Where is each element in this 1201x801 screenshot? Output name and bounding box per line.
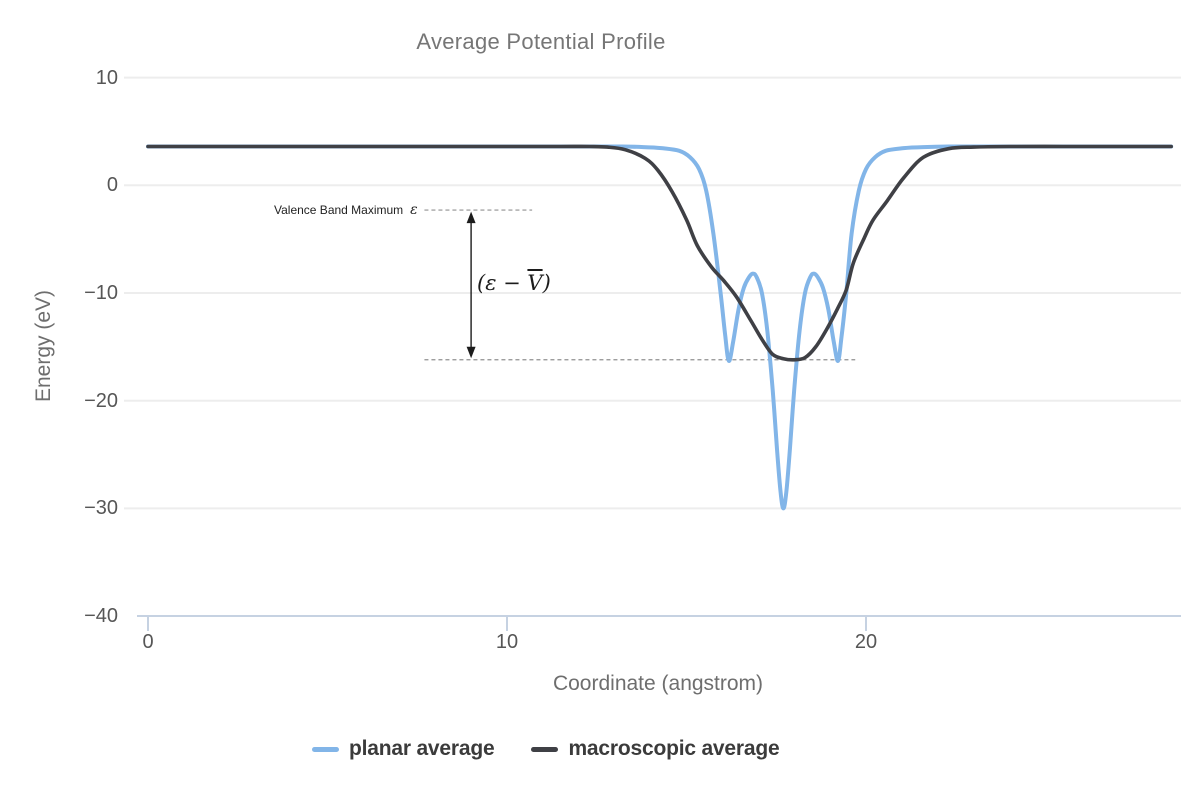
y-tick-label--10: −10 bbox=[84, 282, 118, 304]
gap-label-suffix: ) bbox=[542, 271, 551, 295]
legend-item-macroscopic-average[interactable]: macroscopic average bbox=[531, 737, 780, 761]
valence-band-maximum-annotation: Valence Band Maximum ε bbox=[274, 201, 418, 219]
y-tick-label-10: 10 bbox=[95, 66, 118, 89]
gap-arrow-head-up bbox=[466, 211, 476, 224]
gap-arrow-head-down bbox=[466, 346, 476, 359]
planar-average-line-swatch bbox=[312, 746, 339, 752]
vbm-annotation-text: Valence Band Maximum bbox=[274, 203, 404, 217]
gap-label-prefix: (ε − bbox=[477, 271, 528, 295]
chart-title: Average Potential Profile bbox=[416, 29, 666, 54]
x-tick-label-0: 0 bbox=[142, 631, 154, 653]
legend-label-planar-average: planar average bbox=[349, 737, 495, 760]
y-tick-label--30: −30 bbox=[84, 497, 118, 520]
x-tick-label-20: 20 bbox=[854, 631, 878, 653]
energy-gap-annotation: (ε − V) bbox=[477, 271, 551, 295]
epsilon-symbol: ε bbox=[410, 202, 418, 218]
y-tick-label-0: 0 bbox=[106, 174, 118, 197]
gap-label-vbar: V bbox=[527, 271, 543, 295]
x-axis-label: Coordinate (angstrom) bbox=[552, 672, 764, 695]
macroscopic-average-line-swatch bbox=[531, 746, 559, 752]
legend: planar average macroscopic average bbox=[312, 736, 780, 762]
legend-item-planar-average[interactable]: planar average bbox=[312, 737, 495, 761]
curve-macroscopic-average bbox=[146, 144, 1173, 362]
y-tick-label--40: −40 bbox=[84, 605, 118, 628]
curve-planar-average bbox=[146, 144, 1174, 511]
legend-label-macroscopic-average: macroscopic average bbox=[568, 737, 780, 760]
x-tick-label-10: 10 bbox=[495, 631, 519, 653]
y-tick-label--20: −20 bbox=[84, 389, 118, 412]
y-axis-label: Energy (eV) bbox=[32, 289, 55, 403]
